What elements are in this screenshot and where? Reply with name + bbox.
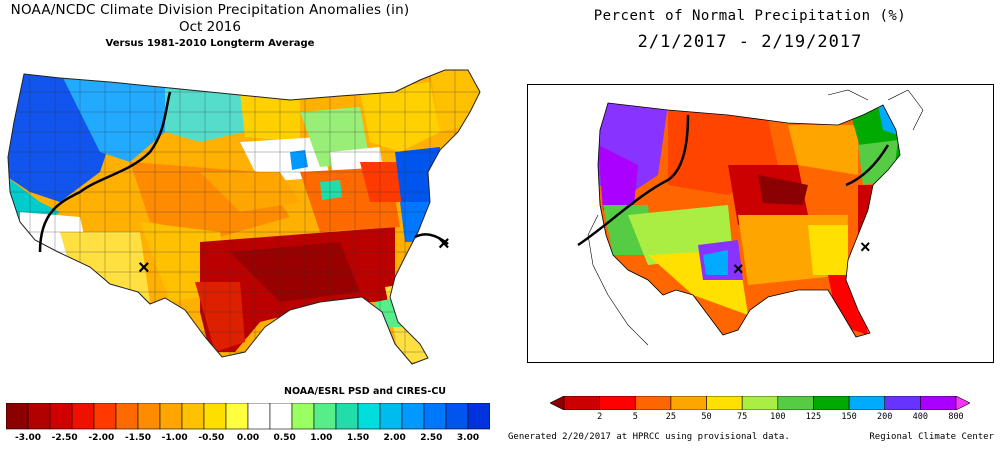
- right-legend-label: 150: [841, 412, 857, 422]
- right-legend-label: 50: [701, 412, 712, 422]
- right-legend-label: 125: [805, 412, 822, 422]
- left-map-credit: NOAA/ESRL PSD and CIRES-CU: [284, 386, 447, 397]
- left-legend-swatch: [49, 403, 73, 430]
- left-x-marker: ×: [138, 257, 150, 279]
- left-legend-swatch: [225, 403, 249, 430]
- right-legend-label: 5: [632, 412, 638, 422]
- left-map-subtitle: Versus 1981-2010 Longterm Average: [105, 38, 315, 49]
- right-map-date-range: 2/1/2017 - 2/19/2017: [637, 32, 863, 52]
- left-legend-swatch: [357, 403, 381, 430]
- left-legend-label: 1.00: [310, 433, 333, 443]
- left-legend-label: 2.00: [383, 433, 406, 443]
- left-panel: NOAA/NCDC Climate Division Precipitation…: [0, 2, 500, 447]
- left-us-outline: [7, 69, 481, 365]
- right-legend-label: 100: [770, 412, 786, 422]
- left-map-title: NOAA/NCDC Climate Division Precipitation…: [10, 2, 410, 18]
- left-legend-swatch: [115, 403, 139, 430]
- right-legend-swatch: [777, 396, 814, 410]
- right-legend-swatch: [670, 396, 707, 410]
- left-legend-label: 3.00: [456, 433, 480, 443]
- left-legend-swatch: [401, 403, 425, 430]
- left-legend-label: -3.00: [15, 433, 41, 443]
- left-legend-label: -1.50: [125, 433, 151, 443]
- right-legend-label: 75: [737, 412, 748, 422]
- left-precip-anomaly-map: × ×: [7, 69, 481, 365]
- right-x-marker-east: ×: [860, 237, 871, 257]
- left-legend-label: 1.50: [346, 433, 370, 443]
- left-legend-swatch: [335, 403, 359, 430]
- right-legend-swatch: [550, 396, 565, 410]
- right-x-marker: ×: [733, 259, 744, 279]
- left-legend-swatch: [71, 403, 95, 430]
- left-us-fill: [8, 70, 480, 364]
- right-panel: Percent of Normal Precipitation (%) 2/1/…: [500, 0, 1000, 475]
- left-legend-labels: -3.00 -2.50 -2.00 -1.50 -1.00 -0.50 0.00 0.50 1.…: [0, 433, 500, 447]
- left-legend-swatch: [27, 403, 51, 430]
- right-legend-label: 25: [665, 412, 677, 422]
- right-legend-swatch: [920, 396, 957, 410]
- left-jet-line-east: [414, 233, 449, 245]
- right-jet-line-east: [845, 144, 890, 187]
- left-legend-swatch: [423, 403, 447, 430]
- left-legend-swatch: [203, 403, 227, 430]
- right-jet-line: [577, 114, 690, 247]
- left-legend-swatch: [6, 403, 29, 430]
- right-legend-swatch: [955, 396, 970, 410]
- left-legend-label: 2.50: [420, 433, 443, 443]
- right-legend-colorbar: [550, 396, 970, 410]
- right-legend-label: 400: [912, 412, 929, 422]
- left-legend-colorbar: [6, 403, 490, 430]
- right-legend-label: 800: [948, 412, 964, 422]
- left-legend-label: -0.50: [198, 433, 225, 443]
- right-us-outline: [597, 102, 901, 338]
- left-legend-label: 0.50: [273, 433, 296, 443]
- right-map-title: Percent of Normal Precipitation (%): [593, 8, 907, 24]
- left-map-date: Oct 2016: [179, 19, 241, 35]
- right-legend-label: 200: [877, 412, 893, 422]
- right-legend-swatch: [706, 396, 743, 410]
- left-legend-swatch: [137, 403, 161, 430]
- left-legend-swatch: [269, 403, 293, 430]
- right-footer-source: Regional Climate Center: [869, 432, 994, 442]
- left-legend-swatch: [445, 403, 469, 430]
- left-legend-swatch: [181, 403, 205, 430]
- right-legend-swatch: [741, 396, 779, 410]
- right-legend-swatch: [563, 396, 600, 410]
- left-legend-label: -1.00: [161, 433, 188, 443]
- right-legend-swatch: [884, 396, 921, 410]
- right-legend-label: 2: [597, 412, 603, 422]
- right-legend-swatch: [599, 396, 636, 410]
- right-map-frame: × ×: [527, 84, 994, 363]
- right-footer-generated: Generated 2/20/2017 at HPRCC using provi…: [508, 432, 790, 442]
- left-legend-swatch: [159, 403, 183, 430]
- left-legend-swatch: [247, 403, 271, 430]
- right-legend-swatch: [634, 396, 672, 410]
- left-x-marker-east: ×: [438, 233, 450, 255]
- left-legend-swatch: [93, 403, 117, 430]
- right-percent-normal-map: × ×: [577, 89, 924, 346]
- left-legend-label: -2.00: [88, 433, 115, 443]
- left-legend-swatch: [379, 403, 403, 430]
- left-legend-label: 0.00: [236, 433, 260, 443]
- right-legend-swatch: [813, 396, 850, 410]
- left-legend-swatch: [467, 403, 490, 430]
- left-legend-label: -2.50: [51, 433, 78, 443]
- left-legend-swatch: [291, 403, 315, 430]
- left-jet-line: [38, 91, 172, 253]
- left-legend-swatch: [313, 403, 337, 430]
- right-legend-swatch: [848, 396, 886, 410]
